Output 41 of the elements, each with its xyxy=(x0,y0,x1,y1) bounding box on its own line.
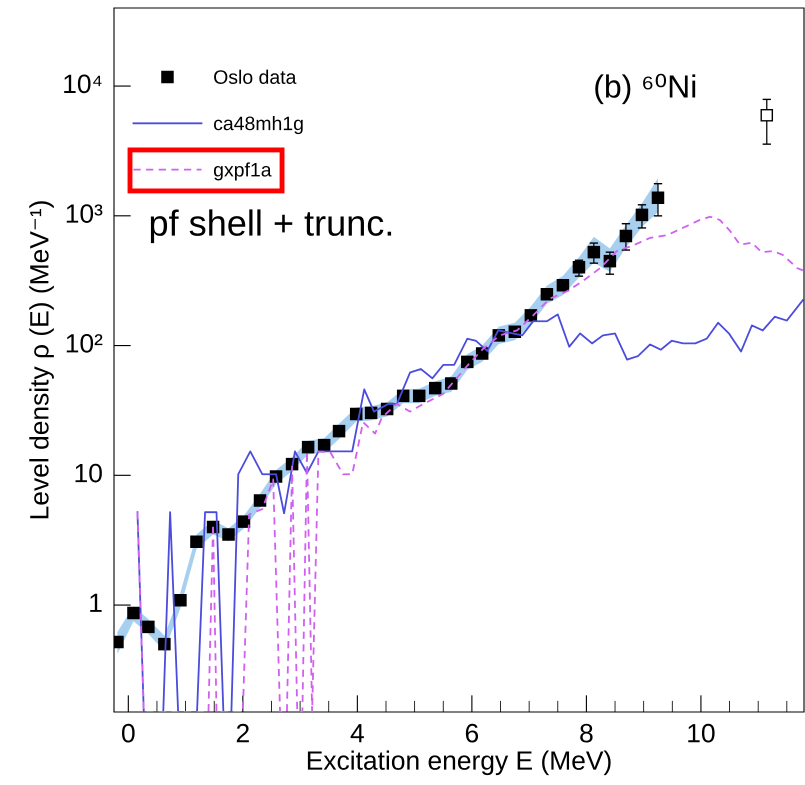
point xyxy=(604,254,616,268)
point xyxy=(254,494,266,507)
point xyxy=(620,230,632,242)
legend-label: Oslo data xyxy=(214,70,296,84)
legend-label: gxpf1a xyxy=(214,162,272,180)
point xyxy=(760,109,774,122)
y-tick-label: 1 xyxy=(90,594,102,612)
point xyxy=(652,191,664,204)
point xyxy=(428,382,442,394)
x-axis-title: Excitation energy E (MeV) xyxy=(308,750,611,776)
y-tick-label: 10³ xyxy=(66,204,102,223)
point xyxy=(412,390,426,402)
x-tick-label: 4 xyxy=(350,724,364,742)
point xyxy=(636,208,648,222)
point xyxy=(572,260,586,274)
y-tick-label: 10 xyxy=(76,464,102,482)
x-tick-label: 6 xyxy=(466,724,478,742)
point xyxy=(142,620,155,634)
point xyxy=(588,246,600,258)
point xyxy=(332,424,346,438)
x-tick-label: 10 xyxy=(688,724,715,742)
point xyxy=(190,535,203,548)
y-tick-label: 10² xyxy=(66,334,102,353)
point xyxy=(238,515,250,528)
y-tick-label: 10⁴ xyxy=(64,74,102,94)
point xyxy=(222,528,235,541)
x-tick-label: 0 xyxy=(122,724,135,742)
y-axis-title: Level density ρ (E) (MeV⁻¹) xyxy=(29,201,54,518)
x-tick-label: 8 xyxy=(580,724,593,742)
point xyxy=(540,288,554,300)
x-tick-label: 2 xyxy=(236,724,249,742)
text: (b) ⁶⁰Ni xyxy=(595,74,696,104)
legend-label: ca48mh1g xyxy=(214,116,303,134)
point xyxy=(318,438,330,452)
point xyxy=(556,278,570,292)
line-series xyxy=(136,299,804,712)
point xyxy=(461,356,474,368)
point xyxy=(174,594,187,606)
point xyxy=(302,440,314,454)
annotation: pf shell + trunc. xyxy=(150,209,392,244)
point xyxy=(127,606,140,620)
